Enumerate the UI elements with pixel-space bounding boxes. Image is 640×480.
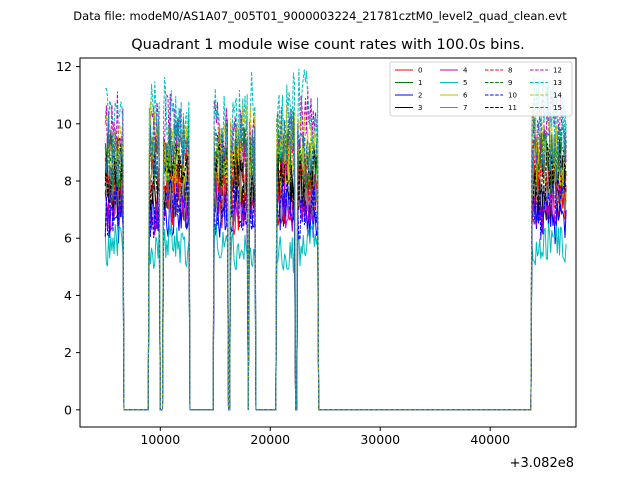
y-tick-label: 12 [56,59,72,74]
series-group [104,68,567,411]
series-line-15 [104,107,567,411]
legend-label: 14 [553,92,562,100]
y-tick-label: 8 [64,174,72,189]
x-axis-offset-label: +3.082e8 [510,456,574,471]
legend-label: 13 [553,79,562,87]
y-tick-label: 2 [64,345,72,360]
legend-label: 10 [508,92,517,100]
series-line-14 [104,101,567,411]
plot-area [79,57,577,428]
x-axis: 10000 20000 30000 40000 [140,427,510,447]
legend-label: 5 [463,79,467,87]
legend-label: 7 [463,104,467,112]
x-tick-label: 20000 [250,432,290,447]
legend-label: 4 [463,67,468,75]
legend-box [389,61,573,117]
legend-label: 12 [553,67,562,75]
legend-label: 8 [508,67,512,75]
x-tick-label: 30000 [360,432,400,447]
y-tick-label: 4 [64,288,72,303]
legend-label: 2 [418,92,422,100]
x-tick-label: 10000 [140,432,180,447]
legend-label: 3 [418,104,422,112]
chart-suptitle: Data file: modeM0/AS1A07_005T01_90000032… [73,9,567,23]
chart-title: Quadrant 1 module wise count rates with … [131,37,525,53]
legend-label: 15 [553,104,562,112]
series-line-10 [104,178,567,411]
y-tick-label: 0 [64,402,72,417]
plot-frame [79,57,577,428]
x-tick-label: 40000 [470,432,510,447]
legend-label: 0 [418,67,422,75]
legend-label: 11 [508,104,517,112]
legend-label: 1 [418,79,422,87]
y-axis: 0 2 4 6 8 10 12 [56,59,80,417]
legend-label: 6 [463,92,468,100]
y-tick-label: 6 [64,231,72,246]
y-tick-label: 10 [56,116,72,131]
legend-label: 9 [508,79,512,87]
